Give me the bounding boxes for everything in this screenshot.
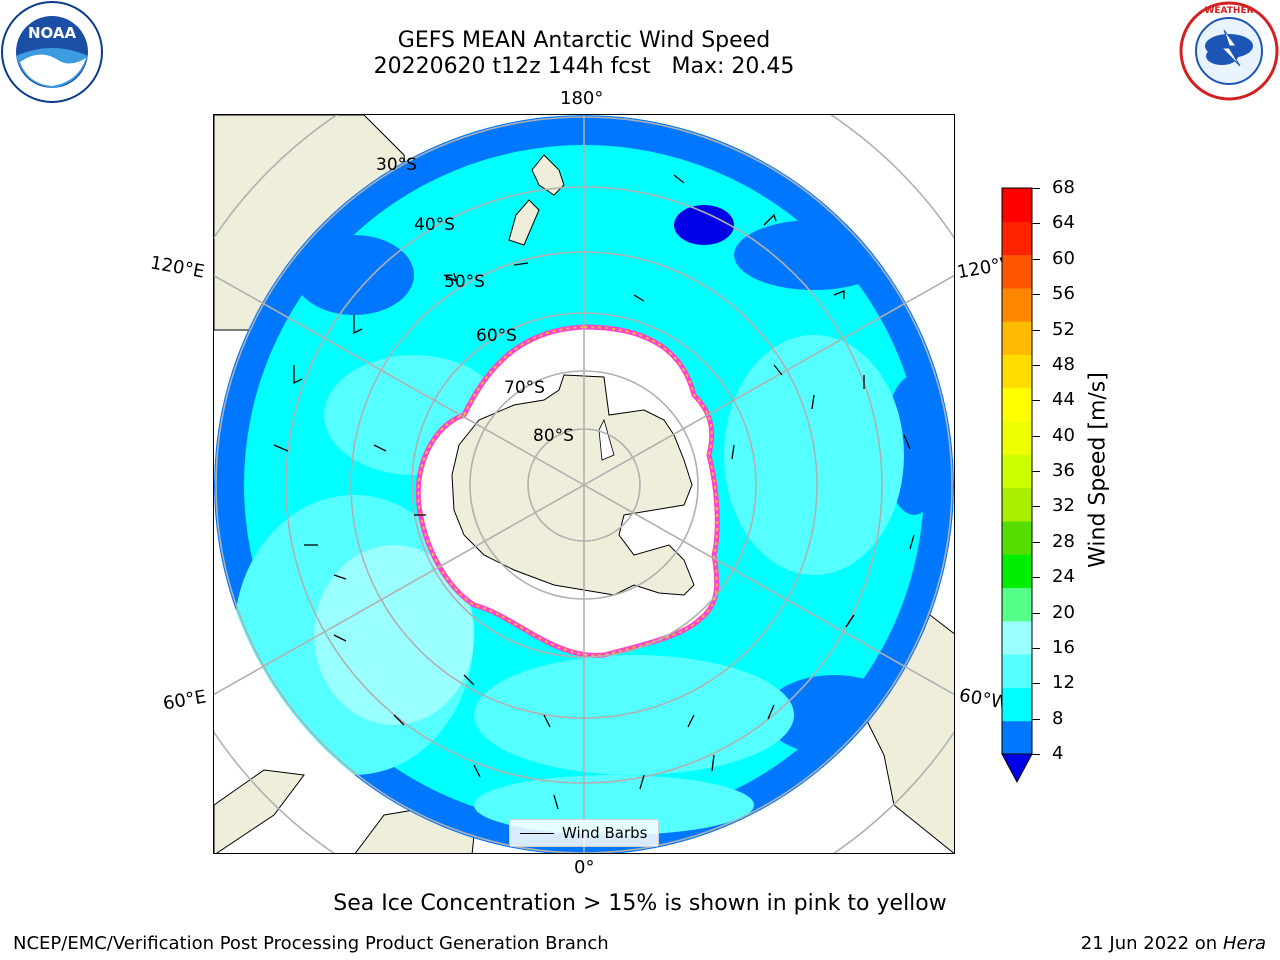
svg-text:WEATHER: WEATHER xyxy=(1204,6,1253,16)
colorbar-band xyxy=(1002,587,1032,622)
nws-logo-icon: WEATHER xyxy=(1179,1,1279,101)
latitude-labels: 30°S 40°S 50°S 60°S 70°S 80°S xyxy=(376,155,574,446)
colorbar-tick-label: 68 xyxy=(1052,177,1075,198)
colorbar-band xyxy=(1002,188,1032,222)
colorbar-tick-mark xyxy=(1032,400,1040,402)
colorbar-tick-label: 56 xyxy=(1052,283,1075,305)
footer-date: 21 Jun 2022 on Hera xyxy=(1081,933,1266,954)
noaa-logo-icon: NOAA xyxy=(1,1,103,103)
colorbar-tick-mark xyxy=(1032,647,1040,649)
colorbar-tick-mark xyxy=(1032,223,1040,225)
lat-label-30: 30°S xyxy=(376,155,417,175)
legend-barb-swatch xyxy=(520,833,554,834)
graticule xyxy=(214,115,954,853)
lat-label-50: 50°S xyxy=(444,272,485,292)
colorbar-band xyxy=(1002,354,1032,389)
colorbar-tick-label: 48 xyxy=(1052,353,1075,375)
map-legend: Wind Barbs xyxy=(509,819,659,847)
chart-subtitle: 20220620 t12z 144h fcst Max: 20.45 xyxy=(373,54,795,79)
polar-map: 30°S 40°S 50°S 60°S 70°S 80°S Wind Barbs xyxy=(213,114,955,854)
colorbar-tick-mark xyxy=(1032,188,1040,189)
colorbar-band xyxy=(1002,654,1032,688)
colorbar-tick-label: 52 xyxy=(1052,318,1075,340)
legend-label: Wind Barbs xyxy=(562,824,648,842)
lon-label-120e: 120°E xyxy=(148,252,207,283)
wind-patch-dark-1 xyxy=(674,205,734,245)
colorbar-band xyxy=(1002,321,1032,355)
colorbar-tick-mark xyxy=(1032,541,1040,543)
colorbar-tick-label: 60 xyxy=(1052,247,1075,269)
sea-ice-note: Sea Ice Concentration > 15% is shown in … xyxy=(333,891,947,916)
colorbar-band xyxy=(1002,720,1032,755)
wind-barbs xyxy=(273,174,915,810)
land-new-zealand xyxy=(508,154,565,246)
colorbar-band xyxy=(1002,687,1032,722)
polar-map-canvas: 30°S 40°S 50°S 60°S 70°S 80°S xyxy=(214,115,954,853)
colorbar-tick-label: 24 xyxy=(1052,566,1075,588)
colorbar-tick-mark xyxy=(1032,471,1040,472)
colorbar-band xyxy=(1002,387,1032,422)
colorbar-band xyxy=(1002,454,1032,489)
footer-host: Hera xyxy=(1222,933,1266,954)
colorbar-tick-mark xyxy=(1032,364,1040,366)
colorbar-band xyxy=(1002,254,1032,289)
colorbar xyxy=(1001,187,1033,784)
colorbar-tick-label: 36 xyxy=(1052,460,1075,481)
colorbar-tick-label: 20 xyxy=(1052,601,1075,623)
colorbar-tick-mark xyxy=(1032,258,1040,260)
colorbar-tick-label: 28 xyxy=(1052,530,1075,552)
colorbar-band xyxy=(1002,287,1032,322)
lat-label-80: 80°S xyxy=(533,426,574,446)
colorbar-canvas xyxy=(1001,187,1033,784)
colorbar-tick-label: 16 xyxy=(1052,636,1075,658)
colorbar-tick-mark xyxy=(1032,329,1040,331)
colorbar-tick-label: 12 xyxy=(1052,672,1075,694)
colorbar-band xyxy=(1002,620,1032,655)
lon-label-60e: 60°E xyxy=(161,686,208,715)
colorbar-band xyxy=(1002,520,1032,555)
colorbar-tick-mark xyxy=(1032,612,1040,614)
colorbar-band xyxy=(1002,554,1032,589)
colorbar-band xyxy=(1002,221,1032,256)
colorbar-tick-mark xyxy=(1032,718,1040,720)
colorbar-tick-mark xyxy=(1032,683,1040,685)
lat-label-40: 40°S xyxy=(414,215,455,235)
chart-title: GEFS MEAN Antarctic Wind Speed xyxy=(397,28,771,53)
lat-label-70: 70°S xyxy=(504,378,545,398)
colorbar-tick-label: 4 xyxy=(1052,743,1064,764)
colorbar-band xyxy=(1002,421,1032,455)
land-africa xyxy=(214,769,305,853)
footer-date-text: 21 Jun 2022 on xyxy=(1080,933,1218,954)
lon-label-180: 180° xyxy=(560,88,604,109)
colorbar-label: Wind Speed [m/s] xyxy=(1085,372,1111,568)
colorbar-tick-mark xyxy=(1032,435,1040,437)
lon-label-0: 0° xyxy=(574,857,595,878)
land-antarctica xyxy=(451,374,695,596)
colorbar-extend-arrow xyxy=(1001,753,1033,784)
svg-text:NOAA: NOAA xyxy=(28,24,77,42)
colorbar-tick-label: 64 xyxy=(1052,212,1075,234)
colorbar-tick-mark xyxy=(1032,506,1040,508)
colorbar-tick-label: 40 xyxy=(1052,424,1075,446)
colorbar-band xyxy=(1002,487,1032,522)
colorbar-tick-mark xyxy=(1032,754,1040,755)
lat-label-60: 60°S xyxy=(476,326,517,346)
colorbar-tick-mark xyxy=(1032,294,1040,296)
footer-credit: NCEP/EMC/Verification Post Processing Pr… xyxy=(13,933,609,954)
colorbar-tick-label: 8 xyxy=(1052,707,1064,729)
colorbar-tick-mark xyxy=(1032,577,1040,579)
colorbar-tick-label: 44 xyxy=(1052,389,1075,411)
colorbar-tick-label: 32 xyxy=(1052,495,1075,517)
